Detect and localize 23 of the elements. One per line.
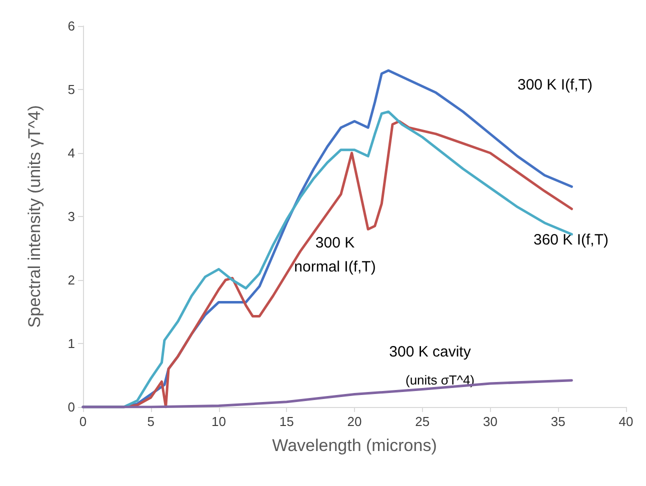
y-axis-title: Spectral intensity (units γT^4) [25,105,44,328]
y-tick-label: 6 [68,18,75,34]
y-tick-label: 1 [68,336,75,351]
x-axis-title: Wavelength (microns) [272,436,437,455]
y-tick-label: 3 [68,209,75,224]
annotation: 300 K cavity [389,344,472,360]
x-tick-label: 35 [550,414,566,429]
x-tick-label: 15 [279,414,294,429]
annotation: 360 K I(f,T) [533,232,609,248]
x-tick-label: 0 [79,414,87,429]
y-tick-label: 0 [68,400,75,414]
x-tick-label: 30 [483,414,498,429]
x-tick-label: 5 [147,414,154,429]
x-tick-label: 40 [618,414,634,429]
x-tick-label: 25 [415,414,430,429]
x-tick-label: 10 [212,414,226,429]
y-tick-label: 2 [68,272,75,288]
annotation: (units σT^4) [405,372,475,388]
y-tick-label: 5 [68,82,75,97]
y-tick-label: 4 [68,146,75,160]
annotation: 300 K I(f,T) [517,76,593,94]
annotation: 300 K normal I(f,T) [294,234,376,276]
x-tick-label: 20 [347,414,362,429]
